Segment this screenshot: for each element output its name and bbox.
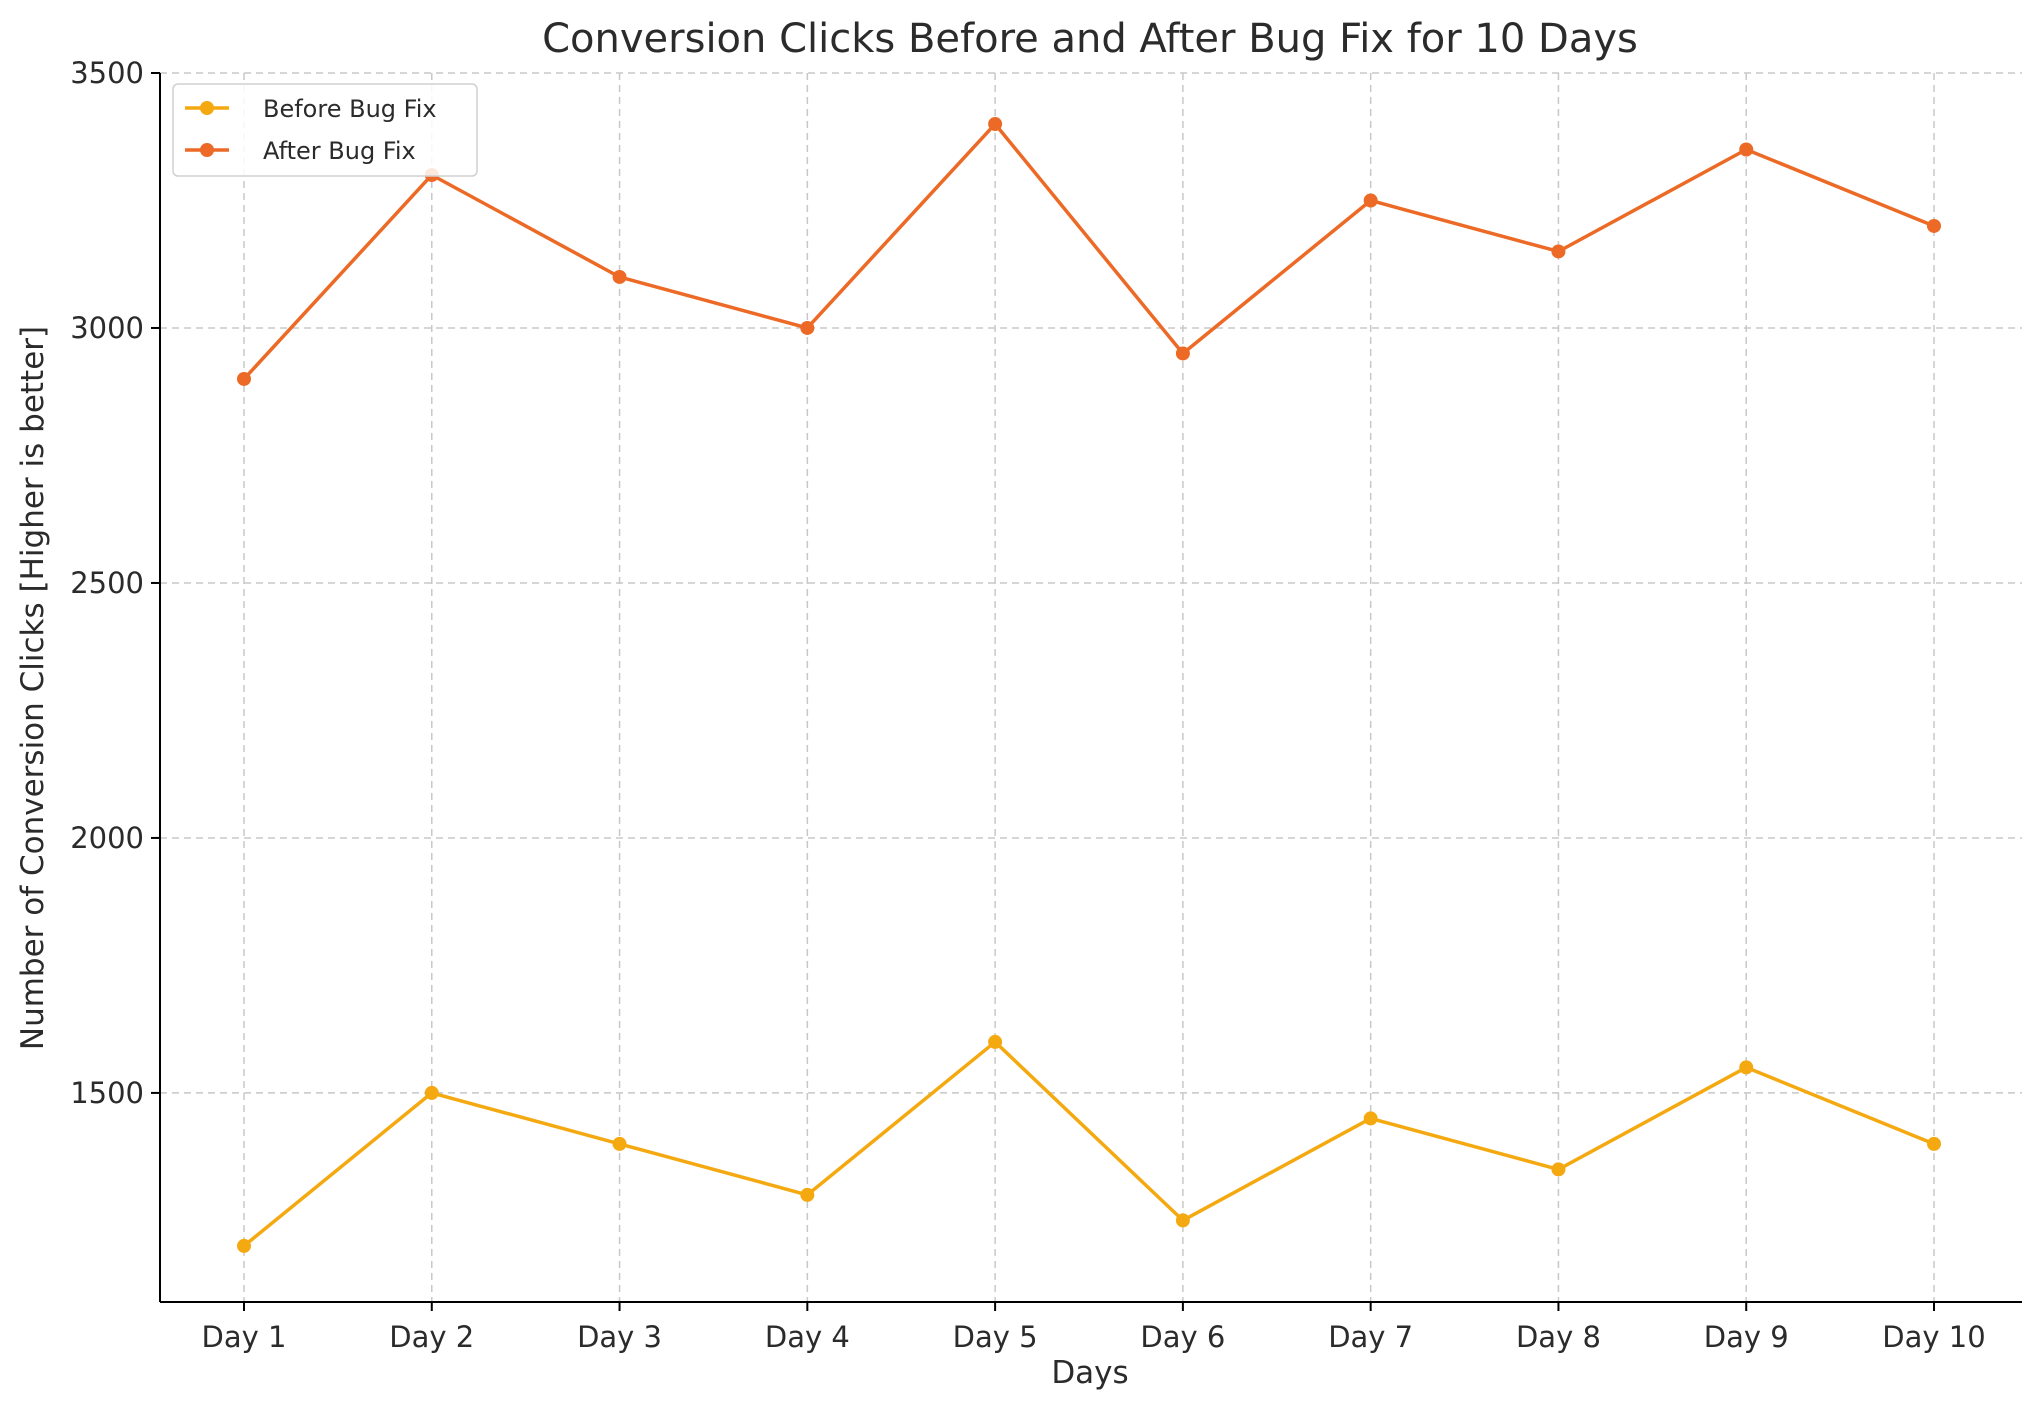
axes-spines <box>159 73 2022 1303</box>
y-tick-label: 3000 <box>70 311 144 345</box>
data-point <box>1739 1060 1754 1075</box>
x-axis-ticks: Day 1 Day 2 Day 3 Day 4 Day 5 Day 6 Day 7 Day 8… <box>202 1302 1986 1354</box>
data-point <box>1739 142 1754 157</box>
data-point <box>988 116 1003 131</box>
x-tick-label: Day 6 <box>1140 1320 1225 1354</box>
y-tick-label: 1500 <box>70 1076 144 1110</box>
data-point <box>1927 1136 1941 1151</box>
data-point <box>1927 218 1941 233</box>
series-0 <box>237 1034 1941 1253</box>
y-axis-ticks: 1500 2000 2500 3000 3500 <box>70 56 160 1110</box>
x-tick-label: Day 4 <box>765 1320 850 1354</box>
data-point <box>237 1238 251 1253</box>
x-tick-label: Day 10 <box>1882 1320 1985 1354</box>
legend-box <box>172 83 478 177</box>
y-axis-label: Number of Conversion Clicks [Higher is b… <box>15 326 51 1050</box>
data-point <box>612 269 627 284</box>
data-point <box>1363 1111 1378 1126</box>
legend-marker <box>200 101 214 115</box>
data-point <box>237 371 251 386</box>
data-point <box>1363 193 1378 208</box>
series-line <box>242 122 1935 381</box>
x-tick-label: Day 5 <box>953 1320 1038 1354</box>
legend-label: After Bug Fix <box>263 137 416 165</box>
legend-entry: After Bug Fix <box>185 137 416 165</box>
data-point <box>1551 244 1566 259</box>
x-tick-label: Day 2 <box>389 1320 474 1354</box>
x-tick-label: Day 9 <box>1704 1320 1789 1354</box>
legend-marker <box>200 143 214 157</box>
legend-label: Before Bug Fix <box>263 95 437 123</box>
x-tick-label: Day 1 <box>202 1320 287 1354</box>
data-point <box>800 320 815 335</box>
y-tick-label: 2000 <box>70 821 144 855</box>
data-point <box>1551 1162 1566 1177</box>
x-tick-label: Day 7 <box>1328 1320 1413 1354</box>
data-point <box>988 1034 1003 1049</box>
series-1 <box>237 116 1941 386</box>
data-point <box>1175 1213 1190 1228</box>
x-axis-label: Days <box>1051 1355 1128 1391</box>
series <box>237 116 1941 1253</box>
x-tick-label: Day 8 <box>1516 1320 1601 1354</box>
grid <box>160 72 2022 1302</box>
legend-entry: Before Bug Fix <box>185 95 437 123</box>
y-tick-label: 2500 <box>70 566 144 600</box>
data-point <box>1175 346 1190 361</box>
chart-title: Conversion Clicks Before and After Bug F… <box>542 16 1638 62</box>
y-tick-label: 3500 <box>70 56 144 90</box>
series-line <box>242 1040 1935 1248</box>
data-point <box>424 1085 439 1100</box>
x-tick-label: Day 3 <box>577 1320 662 1354</box>
data-point <box>612 1136 627 1151</box>
legend: Before Bug Fix After Bug Fix <box>172 83 478 177</box>
data-point <box>800 1187 815 1202</box>
